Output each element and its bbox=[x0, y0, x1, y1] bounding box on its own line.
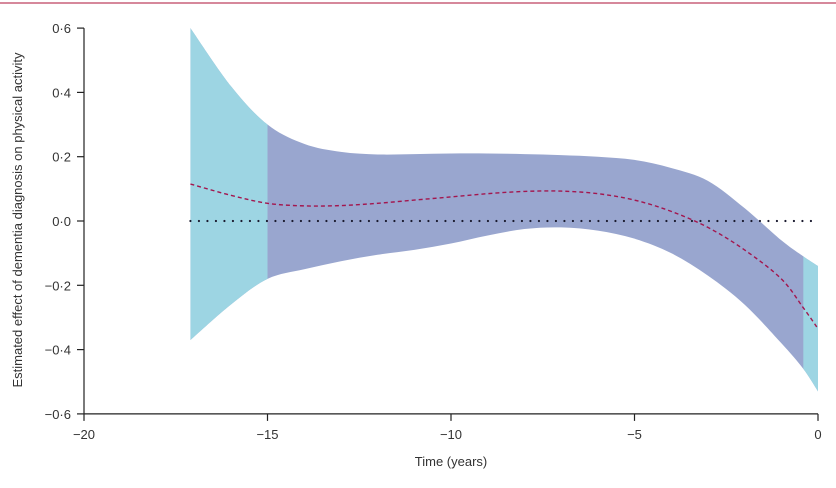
y-tick-label: 0·4 bbox=[52, 85, 71, 100]
x-axis-label: Time (years) bbox=[415, 454, 487, 469]
y-tick-label: 0·0 bbox=[52, 214, 71, 229]
x-tick-label: 0 bbox=[814, 427, 821, 442]
confidence-band-highlight-late bbox=[803, 256, 818, 392]
y-tick-label: 0·6 bbox=[52, 21, 71, 36]
y-tick-label: 0·2 bbox=[52, 150, 71, 165]
confidence-band-highlight-early bbox=[190, 28, 268, 340]
x-tick-label: −5 bbox=[627, 427, 642, 442]
y-axis-label: Estimated effect of dementia diagnosis o… bbox=[10, 52, 25, 388]
confidence-band bbox=[190, 28, 818, 392]
x-tick-label: −20 bbox=[73, 427, 95, 442]
axes: 0·6 0·4 0·2 0·0 −0·2 −0·4 −0·6−20 −15 −10 −5 0 bbox=[45, 21, 822, 442]
x-tick-label: −10 bbox=[440, 427, 462, 442]
estimate-line bbox=[190, 183, 819, 330]
x-tick-label: −15 bbox=[256, 427, 278, 442]
y-tick-label: −0·4 bbox=[45, 343, 71, 358]
y-tick-label: −0·2 bbox=[45, 278, 71, 293]
y-tick-label: −0·6 bbox=[45, 407, 71, 422]
